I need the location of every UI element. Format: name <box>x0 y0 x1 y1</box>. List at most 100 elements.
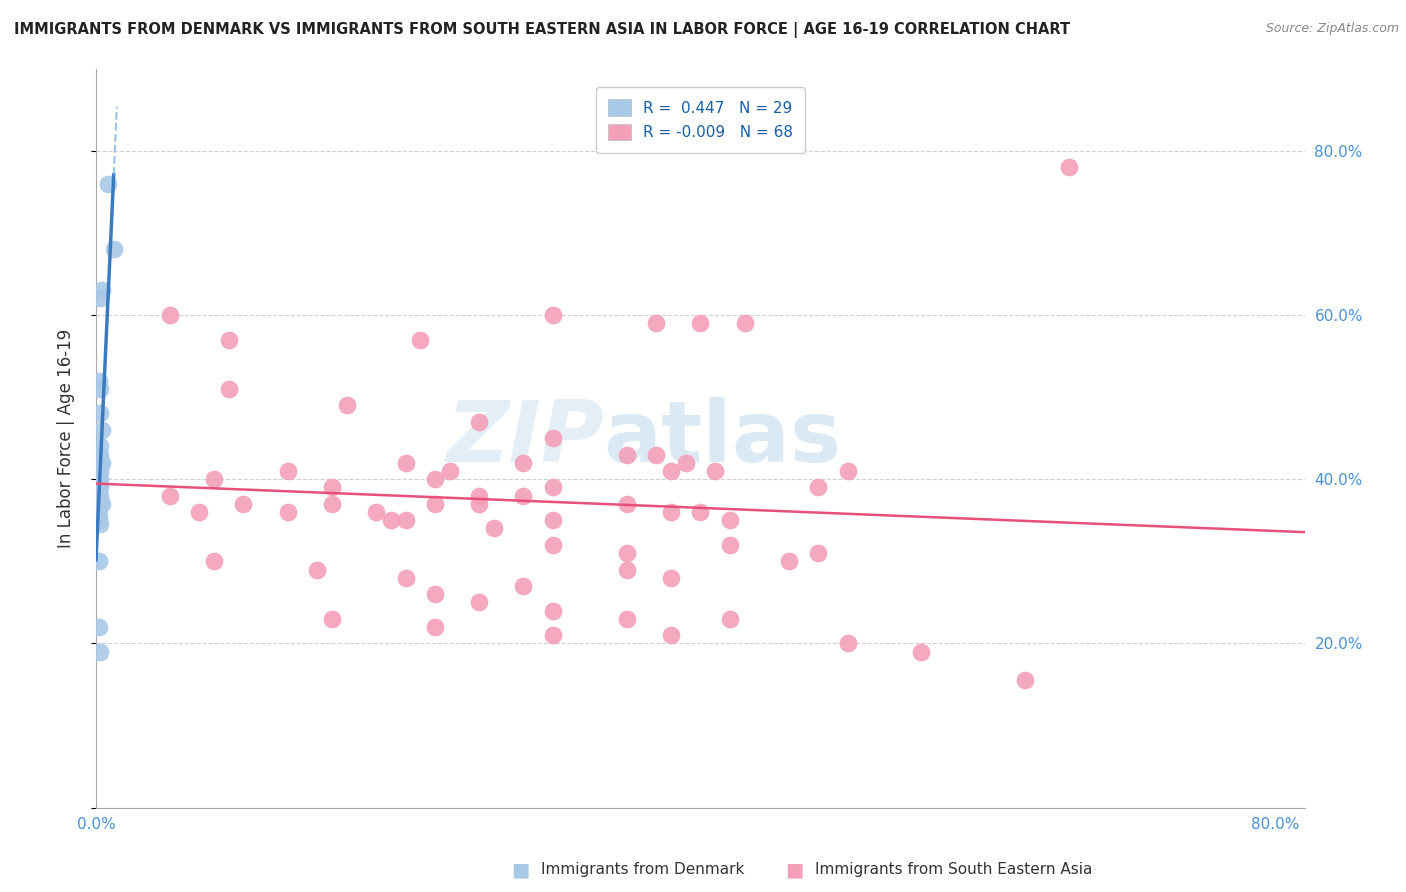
Point <box>87 509 110 524</box>
Point <box>89 480 111 494</box>
Point <box>616 562 638 576</box>
Text: Immigrants from Denmark: Immigrants from Denmark <box>541 863 745 877</box>
Point <box>89 497 111 511</box>
Point <box>90 423 112 437</box>
Text: ■: ■ <box>785 860 804 880</box>
Point <box>409 333 432 347</box>
Point <box>616 448 638 462</box>
Point <box>90 283 112 297</box>
Point <box>202 472 225 486</box>
Point <box>910 645 932 659</box>
Point <box>423 472 446 486</box>
Point <box>321 480 343 494</box>
Point <box>704 464 727 478</box>
Point <box>90 497 112 511</box>
Point <box>468 489 491 503</box>
Y-axis label: In Labor Force | Age 16-19: In Labor Force | Age 16-19 <box>58 328 75 548</box>
Point <box>202 554 225 568</box>
Point <box>89 472 111 486</box>
Text: ■: ■ <box>510 860 530 880</box>
Point <box>1057 160 1080 174</box>
Point <box>659 464 682 478</box>
Point <box>689 316 711 330</box>
Point <box>659 571 682 585</box>
Point <box>541 538 564 552</box>
Text: Immigrants from South Eastern Asia: Immigrants from South Eastern Asia <box>815 863 1092 877</box>
Point <box>718 513 741 527</box>
Point <box>87 513 110 527</box>
Point <box>423 620 446 634</box>
Point <box>89 489 111 503</box>
Point <box>89 645 111 659</box>
Point <box>423 497 446 511</box>
Point <box>394 456 416 470</box>
Point <box>616 497 638 511</box>
Point <box>87 464 110 478</box>
Point <box>837 636 859 650</box>
Point <box>87 480 110 494</box>
Point <box>394 513 416 527</box>
Point <box>89 382 111 396</box>
Point <box>659 505 682 519</box>
Point <box>394 571 416 585</box>
Text: ZIP: ZIP <box>446 397 603 480</box>
Point <box>718 612 741 626</box>
Point <box>659 628 682 642</box>
Point <box>97 177 120 191</box>
Point <box>468 497 491 511</box>
Point <box>718 538 741 552</box>
Point <box>336 398 359 412</box>
Point <box>675 456 697 470</box>
Legend: R =  0.447   N = 29, R = -0.009   N = 68: R = 0.447 N = 29, R = -0.009 N = 68 <box>596 87 806 153</box>
Point <box>188 505 211 519</box>
Point <box>87 620 110 634</box>
Point <box>807 480 830 494</box>
Text: Source: ZipAtlas.com: Source: ZipAtlas.com <box>1265 22 1399 36</box>
Point <box>482 521 505 535</box>
Point <box>277 505 299 519</box>
Point <box>87 448 110 462</box>
Point <box>87 554 110 568</box>
Point <box>87 472 110 486</box>
Point <box>616 612 638 626</box>
Point <box>837 464 859 478</box>
Text: atlas: atlas <box>603 397 842 480</box>
Point <box>512 579 534 593</box>
Point <box>218 382 240 396</box>
Point <box>89 464 111 478</box>
Point <box>89 439 111 453</box>
Point <box>512 456 534 470</box>
Point <box>439 464 461 478</box>
Point <box>218 333 240 347</box>
Point <box>87 484 110 499</box>
Point <box>541 628 564 642</box>
Point <box>468 415 491 429</box>
Point <box>541 480 564 494</box>
Point <box>89 448 111 462</box>
Point <box>734 316 756 330</box>
Point <box>364 505 387 519</box>
Point <box>89 456 111 470</box>
Point <box>380 513 402 527</box>
Point <box>468 595 491 609</box>
Point <box>778 554 800 568</box>
Point <box>89 292 111 306</box>
Point <box>87 374 110 388</box>
Point <box>89 407 111 421</box>
Point <box>277 464 299 478</box>
Point <box>1014 673 1036 688</box>
Point <box>321 612 343 626</box>
Point <box>541 431 564 445</box>
Text: IMMIGRANTS FROM DENMARK VS IMMIGRANTS FROM SOUTH EASTERN ASIA IN LABOR FORCE | A: IMMIGRANTS FROM DENMARK VS IMMIGRANTS FR… <box>14 22 1070 38</box>
Point <box>159 308 181 322</box>
Point <box>103 242 125 256</box>
Point <box>645 316 668 330</box>
Point <box>807 546 830 560</box>
Point <box>512 489 534 503</box>
Point <box>645 448 668 462</box>
Point <box>90 456 112 470</box>
Point <box>616 546 638 560</box>
Point <box>541 513 564 527</box>
Point <box>423 587 446 601</box>
Point <box>541 603 564 617</box>
